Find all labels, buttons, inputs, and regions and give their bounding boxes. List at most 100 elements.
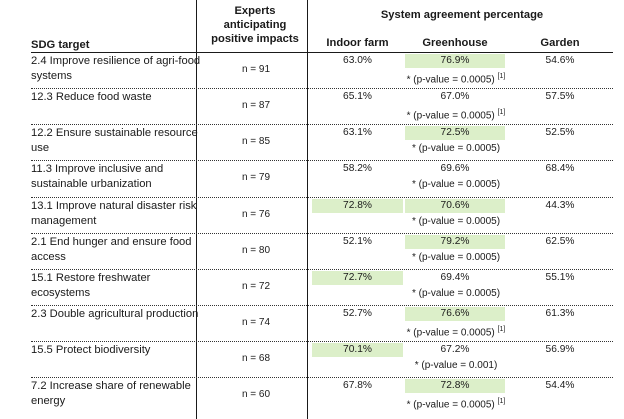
table-row: 15.5 Protect biodiversity n = 68 70.1% 67.2… — [0, 341, 624, 378]
indoor-farm-value: 70.1% — [312, 343, 403, 357]
header-divider — [31, 52, 613, 53]
garden-value: 56.9% — [545, 344, 575, 355]
expert-count: n = 68 — [241, 353, 271, 364]
indoor-farm-value: 52.1% — [343, 236, 372, 247]
p-value-text: * (p-value = 0.0005) — [411, 288, 501, 299]
row-separator — [31, 341, 613, 342]
significance-note: * (p-value = 0.0005) — [390, 142, 522, 156]
table-row: 2.4 Improve resilience of agri-food syst… — [0, 52, 624, 89]
significance-note: * (p-value = 0.0005) — [390, 287, 522, 301]
p-value-text: * (p-value = 0.0005) — [411, 143, 501, 154]
p-value-text: * (p-value = 0.0005) — [406, 74, 495, 86]
greenhouse-value: 70.6% — [405, 199, 505, 213]
garden-value: 54.6% — [545, 55, 575, 66]
expert-count: n = 60 — [241, 389, 271, 400]
significance-note: * (p-value = 0.0005) [1] — [390, 323, 522, 340]
greenhouse-value: 79.2% — [405, 235, 505, 249]
header-greenhouse: Greenhouse — [422, 37, 488, 49]
significance-note: * (p-value = 0.0005) — [390, 215, 522, 229]
expert-count: n = 74 — [241, 317, 271, 328]
expert-count: n = 79 — [241, 172, 271, 183]
significance-note: * (p-value = 0.0005) [1] — [390, 395, 522, 412]
p-value-text: * (p-value = 0.0005) — [411, 216, 501, 227]
table-row: 7.2 Increase share of renewable energy n … — [0, 377, 624, 414]
greenhouse-value: 67.2% — [440, 344, 470, 355]
reference-marker: [1] — [497, 109, 506, 116]
significance-note: * (p-value = 0.0005) [1] — [390, 70, 522, 87]
table-row: 11.3 Improve inclusive and sustainable u… — [0, 160, 624, 197]
sdg-target-label: 15.5 Protect biodiversity — [31, 344, 151, 356]
table-row: 2.3 Double agricultural production n = 74… — [0, 305, 624, 342]
p-value-text: * (p-value = 0.0005) — [406, 110, 495, 122]
p-value-text: * (p-value = 0.0005) — [406, 327, 495, 339]
garden-value: 54.4% — [545, 380, 575, 391]
sdg-target-label: 11.3 Improve inclusive and sustainable u… — [31, 163, 164, 190]
p-value-text: * (p-value = 0.0005) — [411, 252, 501, 263]
table-row: 13.1 Improve natural disaster risk manag… — [0, 197, 624, 234]
expert-count: n = 72 — [241, 281, 271, 292]
row-separator — [31, 197, 613, 198]
indoor-farm-value: 63.0% — [343, 55, 372, 66]
sdg-target-label: 2.4 Improve resilience of agri-food syst… — [31, 55, 201, 82]
row-separator — [31, 124, 613, 125]
greenhouse-value: 67.0% — [440, 91, 470, 102]
significance-note: * (p-value = 0.0005) — [390, 251, 522, 265]
row-separator — [31, 269, 613, 270]
garden-value: 68.4% — [545, 163, 575, 174]
indoor-farm-value: 58.2% — [343, 163, 372, 174]
p-value-text: * (p-value = 0.0005) — [406, 399, 495, 411]
greenhouse-value: 76.6% — [405, 307, 505, 321]
garden-value: 57.5% — [545, 91, 575, 102]
greenhouse-value: 69.6% — [440, 163, 470, 174]
row-separator — [31, 233, 613, 234]
indoor-farm-value: 72.8% — [312, 199, 403, 213]
header-garden: Garden — [540, 37, 580, 49]
p-value-text: * (p-value = 0.001) — [414, 360, 498, 371]
expert-count: n = 80 — [241, 245, 271, 256]
greenhouse-value: 72.5% — [405, 126, 505, 140]
reference-marker: [1] — [497, 398, 506, 405]
significance-note: * (p-value = 0.0005) [1] — [390, 106, 522, 123]
column-divider-2 — [307, 0, 308, 419]
garden-value: 44.3% — [545, 200, 575, 211]
expert-count: n = 87 — [241, 100, 271, 111]
table-row: 15.1 Restore freshwater ecosystems n = 72… — [0, 269, 624, 306]
indoor-farm-value: 52.7% — [343, 308, 372, 319]
reference-marker: [1] — [497, 326, 506, 333]
garden-value: 52.5% — [545, 127, 575, 138]
expert-count: n = 85 — [241, 136, 271, 147]
column-divider-1 — [196, 0, 197, 419]
indoor-farm-value: 63.1% — [343, 127, 372, 138]
row-separator — [31, 160, 613, 161]
header-indoor-farm: Indoor farm — [326, 37, 389, 49]
indoor-farm-value: 65.1% — [343, 91, 372, 102]
sdg-target-label: 2.1 End hunger and ensure food access — [31, 236, 192, 263]
table-row: 2.1 End hunger and ensure food access n =… — [0, 233, 624, 270]
header-experts: Experts anticipating positive impacts — [211, 5, 299, 45]
sdg-target-label: 13.1 Improve natural disaster risk manag… — [31, 200, 197, 227]
table-row: 12.2 Ensure sustainable resource use n = … — [0, 124, 624, 161]
sdg-target-label: 12.3 Reduce food waste — [31, 91, 152, 103]
sdg-target-label: 15.1 Restore freshwater ecosystems — [31, 272, 151, 299]
reference-marker: [1] — [497, 73, 506, 80]
expert-count: n = 91 — [241, 64, 271, 75]
header-sdg-target: SDG target — [31, 39, 90, 51]
indoor-farm-value: 67.8% — [343, 380, 372, 391]
significance-note: * (p-value = 0.0005) — [390, 178, 522, 192]
table-row: 12.3 Reduce food waste n = 87 65.1% 67.0% 57… — [0, 88, 624, 125]
row-separator — [31, 377, 613, 378]
indoor-farm-value: 72.7% — [312, 271, 403, 285]
garden-value: 61.3% — [545, 308, 575, 319]
greenhouse-value: 72.8% — [405, 379, 505, 393]
garden-value: 55.1% — [545, 272, 575, 283]
row-separator — [31, 305, 613, 306]
row-separator — [31, 88, 613, 89]
garden-value: 62.5% — [545, 236, 575, 247]
greenhouse-value: 76.9% — [405, 54, 505, 68]
expert-count: n = 76 — [241, 209, 271, 220]
sdg-target-label: 2.3 Double agricultural production — [31, 308, 199, 320]
sdg-target-label: 7.2 Increase share of renewable energy — [31, 380, 191, 407]
sdg-target-label: 12.2 Ensure sustainable resource use — [31, 127, 198, 154]
greenhouse-value: 69.4% — [440, 272, 470, 283]
